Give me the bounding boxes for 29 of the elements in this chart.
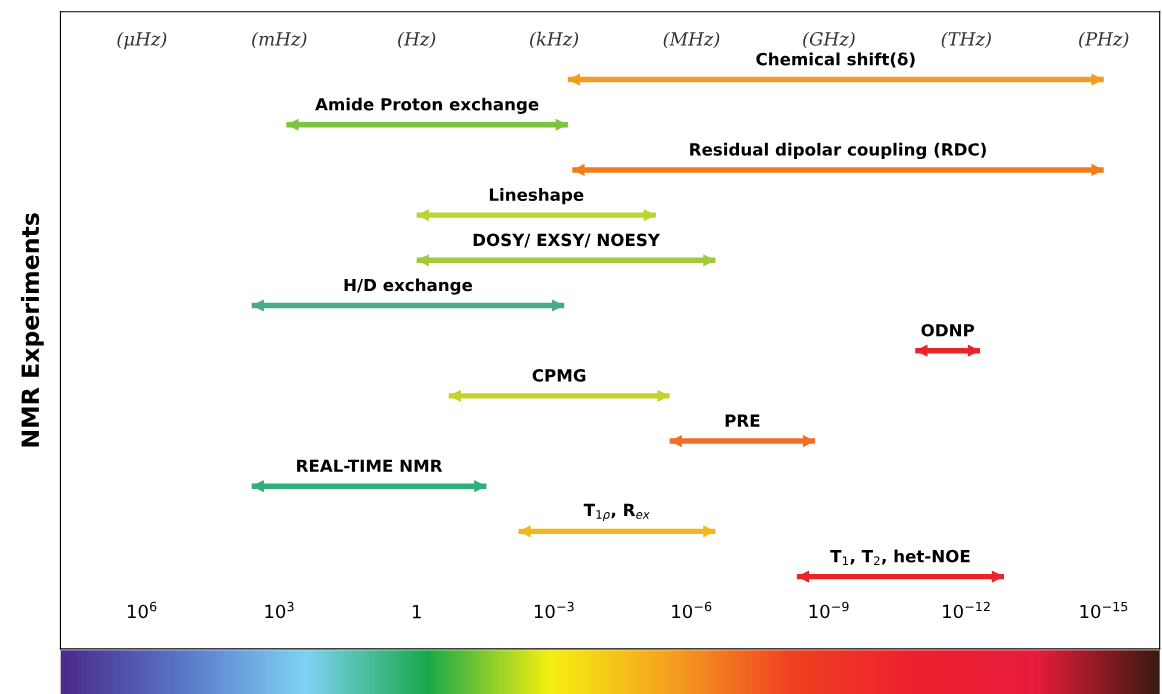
annotation: (THz) xyxy=(941,31,991,49)
x-tick-label: 10$^{−9}$ xyxy=(809,601,849,619)
annotation: (Hz) xyxy=(398,31,436,49)
annotation: (mHz) xyxy=(252,31,307,49)
x-tick-label: 10$^{−15}$ xyxy=(1080,601,1128,619)
annotation: (kHz) xyxy=(530,31,579,49)
y-tick-label: Lineshape xyxy=(489,188,584,205)
x-tick-label: 10$^{−3}$ xyxy=(534,601,574,619)
x-tick-label: 1 xyxy=(412,605,421,619)
y-axis-title: NMR Experiments xyxy=(20,213,44,447)
x-tick-label: 10$^{6}$ xyxy=(127,601,157,619)
y-tick-label: Residual dipolar coupling (RDC) xyxy=(690,142,986,160)
y-tick-label: Chemical shift(δ) xyxy=(756,52,915,68)
y-tick-label: T$_{1}$, T$_{2}$, het-NOE xyxy=(830,549,970,565)
x-tick-label: 10$^{3}$ xyxy=(265,601,294,619)
y-tick-label: Amide Proton exchange xyxy=(315,97,539,114)
annotation: (PHz) xyxy=(1079,31,1129,49)
annotation: (MHz) xyxy=(663,31,720,49)
x-tick-label: 10$^{−6}$ xyxy=(672,601,712,619)
y-tick-label: CPMG xyxy=(532,369,586,382)
annotation: (μHz) xyxy=(117,31,167,50)
y-tick-label: H/D exchange xyxy=(344,278,473,295)
y-tick-label: ODNP xyxy=(921,323,975,337)
annotation: (GHz) xyxy=(803,31,855,49)
x-tick-label: 10$^{−12}$ xyxy=(943,601,990,619)
y-tick-label: REAL-TIME NMR xyxy=(297,459,443,472)
y-tick-label: T$_{1ρ}$, R$_{ex}$ xyxy=(583,503,650,522)
y-tick-label: DOSY/ EXSY/ NOESY xyxy=(473,233,661,248)
y-tick-label: PRE xyxy=(725,414,760,427)
